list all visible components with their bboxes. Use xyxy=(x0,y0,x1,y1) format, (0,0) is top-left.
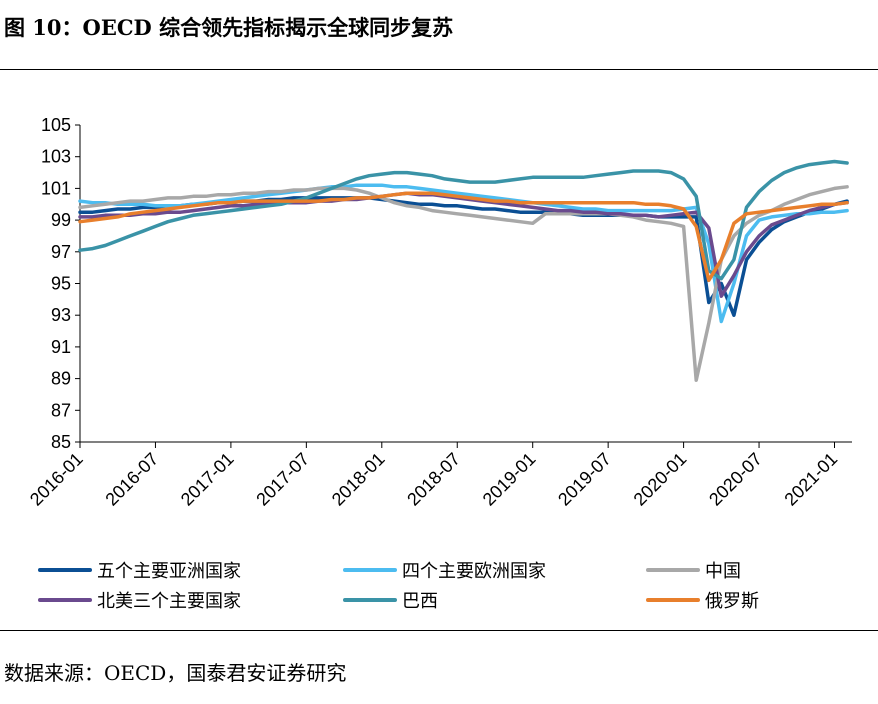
x-tick-label: 2016-01 xyxy=(26,449,87,510)
x-tick-label: 2017-01 xyxy=(177,449,238,510)
legend-label-5: 俄罗斯 xyxy=(705,591,759,612)
x-tick-label: 2020-07 xyxy=(705,449,766,510)
x-tick-label: 2018-07 xyxy=(403,449,464,510)
y-tick-label: 105 xyxy=(41,115,71,135)
y-tick-label: 101 xyxy=(41,178,71,198)
y-tick-label: 95 xyxy=(51,274,71,294)
x-tick-label: 2016-07 xyxy=(101,449,162,510)
y-tick-label: 93 xyxy=(51,305,71,325)
legend-label-4: 巴西 xyxy=(402,591,438,612)
x-tick-label: 2019-01 xyxy=(479,449,540,510)
legend-label-1: 四个主要欧洲国家 xyxy=(402,561,546,582)
bottom-rule xyxy=(0,630,878,631)
legend-label-2: 中国 xyxy=(705,561,741,582)
y-tick-label: 103 xyxy=(41,147,71,167)
source-note: 数据来源：OECD，国泰君安证券研究 xyxy=(4,661,347,685)
series-lines xyxy=(78,159,849,382)
legend-label-3: 北美三个主要国家 xyxy=(97,591,241,612)
x-tick-label: 2018-01 xyxy=(328,449,389,510)
y-tick-label: 97 xyxy=(51,242,71,262)
y-tick-label: 87 xyxy=(51,400,71,420)
series-line-4 xyxy=(78,159,849,281)
x-tick-label: 2020-01 xyxy=(630,449,691,510)
y-tick-label: 99 xyxy=(51,210,71,230)
legend-label-0: 五个主要亚洲国家 xyxy=(97,561,241,582)
top-rule xyxy=(0,69,878,70)
chart-title: 图 10：OECD 综合领先指标揭示全球同步复苏 xyxy=(4,15,454,40)
y-tick-label: 91 xyxy=(51,337,71,357)
x-tick-label: 2021-01 xyxy=(780,449,841,510)
x-tick-label: 2019-07 xyxy=(554,449,615,510)
y-tick-label: 85 xyxy=(51,432,71,452)
y-tick-label: 89 xyxy=(51,369,71,389)
series-line-3 xyxy=(78,191,849,298)
series-line-2 xyxy=(78,185,849,382)
series-line-5 xyxy=(78,191,849,283)
x-tick-label: 2017-07 xyxy=(252,449,313,510)
